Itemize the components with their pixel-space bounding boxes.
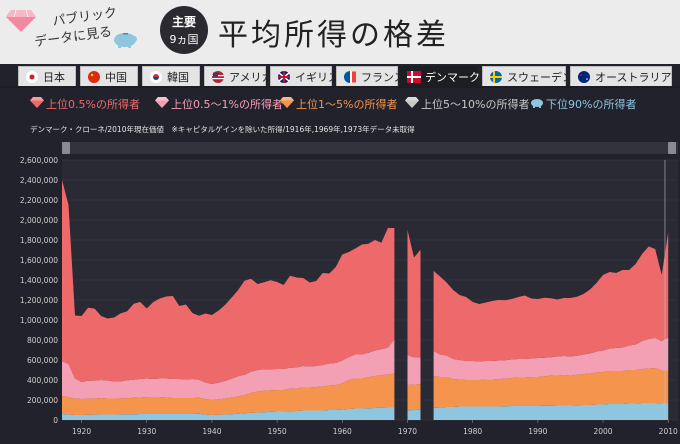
orange-gem-icon bbox=[280, 97, 294, 108]
france-flag-icon bbox=[344, 71, 356, 83]
tab-label: イギリス bbox=[295, 71, 339, 84]
series-area-3-seg-2[interactable] bbox=[433, 337, 669, 381]
red-gem-icon bbox=[30, 97, 44, 108]
tab-label: オーストラリア bbox=[595, 71, 672, 84]
series-area-4-seg-1[interactable] bbox=[407, 230, 421, 358]
series-area-2-seg-0[interactable] bbox=[62, 373, 395, 416]
x-tick-label: 1990 bbox=[528, 427, 547, 436]
y-tick-label: 1,000,000 bbox=[20, 316, 58, 325]
series-area-3-seg-0[interactable] bbox=[62, 339, 395, 401]
tab-5[interactable]: フランス bbox=[336, 66, 405, 88]
y-tick-label: 0 bbox=[53, 416, 58, 425]
tab-3[interactable]: アメリカ bbox=[204, 66, 272, 88]
tab-0[interactable]: 日本 bbox=[18, 66, 76, 88]
sweden-flag-icon bbox=[490, 71, 502, 83]
tab-label: スウェーデン bbox=[507, 71, 573, 84]
legend-item-2[interactable]: 上位1〜5%の所得者 bbox=[280, 96, 397, 112]
y-tick-label: 1,200,000 bbox=[20, 296, 58, 305]
y-tick-label: 2,400,000 bbox=[20, 176, 58, 185]
x-tick-label: 1980 bbox=[463, 427, 482, 436]
tab-bar-divider bbox=[0, 86, 680, 88]
tab-8[interactable]: オーストラリア bbox=[570, 66, 672, 88]
legend-label: 下位90%の所得者 bbox=[546, 98, 637, 111]
tab-label: 韓国 bbox=[167, 71, 189, 84]
x-tick-label: 1960 bbox=[333, 427, 352, 436]
y-tick-label: 1,800,000 bbox=[20, 236, 58, 245]
legend-label: 上位0.5〜1%の所得者 bbox=[171, 98, 283, 111]
tab-label: アメリカ bbox=[229, 71, 273, 84]
y-tick-label: 2,200,000 bbox=[20, 196, 58, 205]
pink-gem-icon bbox=[155, 97, 169, 108]
legend-item-1[interactable]: 上位0.5〜1%の所得者 bbox=[155, 96, 283, 112]
tab-label: 中国 bbox=[105, 71, 127, 84]
page-title: 平均所得の格差 bbox=[218, 18, 449, 53]
tab-7[interactable]: スウェーデン bbox=[482, 66, 573, 88]
y-tick-label: 200,000 bbox=[27, 396, 58, 405]
piggy-bank-icon bbox=[531, 99, 543, 108]
diamond-logo-icon bbox=[6, 10, 36, 32]
legend-item-0[interactable]: 上位0.5%の所得者 bbox=[30, 96, 140, 112]
slider-left-handle[interactable] bbox=[62, 142, 70, 154]
badge-bottom-text: 9ヵ国 bbox=[169, 33, 199, 46]
silver-ore-icon bbox=[405, 97, 419, 108]
tab-1[interactable]: 中国 bbox=[80, 66, 138, 88]
y-tick-label: 800,000 bbox=[27, 336, 58, 345]
y-tick-label: 2,000,000 bbox=[20, 216, 58, 225]
major-countries-badge: 主要 9ヵ国 bbox=[160, 6, 208, 54]
x-tick-label: 1940 bbox=[202, 427, 221, 436]
series-area-4-seg-0[interactable] bbox=[62, 180, 395, 384]
australia-flag-icon bbox=[578, 71, 590, 83]
legend-label: 上位1〜5%の所得者 bbox=[296, 98, 398, 111]
y-tick-label: 400,000 bbox=[27, 376, 58, 385]
series-area-4-seg-2[interactable] bbox=[433, 232, 669, 362]
y-tick-label: 2,600,000 bbox=[20, 156, 58, 165]
legend-label: 上位0.5%の所得者 bbox=[46, 98, 140, 111]
korea-flag-icon bbox=[150, 71, 162, 83]
series-area-0-seg-2[interactable] bbox=[433, 403, 669, 420]
uk-flag-icon bbox=[278, 71, 290, 83]
chart-legend: 上位0.5%の所得者 上位0.5〜1%の所得者 上位1〜5%の所得者 上位5〜10%の… bbox=[0, 96, 680, 114]
slider-right-handle[interactable] bbox=[668, 142, 676, 154]
y-tick-label: 600,000 bbox=[27, 356, 58, 365]
series-area-0-seg-1[interactable] bbox=[407, 409, 421, 420]
x-tick-label: 2000 bbox=[593, 427, 612, 436]
series-area-3-seg-1[interactable] bbox=[407, 355, 421, 385]
x-tick-label: 1930 bbox=[137, 427, 156, 436]
tab-label: 日本 bbox=[43, 71, 65, 84]
header: パブリック データに見る 主要 9ヵ国 平均所得の格差 bbox=[0, 0, 680, 64]
x-tick-label: 1970 bbox=[398, 427, 417, 436]
x-tick-label: 1920 bbox=[72, 427, 91, 436]
y-tick-label: 1,600,000 bbox=[20, 256, 58, 265]
series-area-0-seg-0[interactable] bbox=[62, 407, 395, 421]
legend-label: 上位5〜10%の所得者 bbox=[421, 98, 530, 111]
tab-2[interactable]: 韓国 bbox=[142, 66, 200, 88]
tab-4[interactable]: イギリス bbox=[270, 66, 339, 88]
usa-flag-icon bbox=[212, 71, 224, 83]
x-tick-label: 1950 bbox=[268, 427, 287, 436]
piggy-bank-logo-icon bbox=[114, 33, 137, 48]
y-tick-label: 1,400,000 bbox=[20, 276, 58, 285]
tab-label: フランス bbox=[361, 71, 405, 84]
denmark-flag-icon bbox=[407, 71, 421, 83]
tab-label: デンマーク bbox=[425, 71, 480, 84]
x-tick-label: 2010 bbox=[659, 427, 678, 436]
tab-6[interactable]: デンマーク bbox=[400, 66, 480, 88]
legend-item-4[interactable]: 下位90%の所得者 bbox=[530, 96, 636, 112]
series-area-2-seg-1[interactable] bbox=[407, 384, 421, 411]
series-area-2-seg-2[interactable] bbox=[433, 368, 669, 408]
year-range-slider[interactable] bbox=[62, 142, 678, 154]
china-flag-icon bbox=[88, 71, 100, 83]
badge-top-text: 主要 bbox=[171, 15, 196, 29]
japan-flag-icon bbox=[26, 71, 38, 83]
chart-note: デンマーク・クローネ/2010年現在価値 ※キャピタルゲインを除いた所得/191… bbox=[30, 125, 415, 134]
legend-item-3[interactable]: 上位5〜10%の所得者 bbox=[405, 96, 529, 112]
